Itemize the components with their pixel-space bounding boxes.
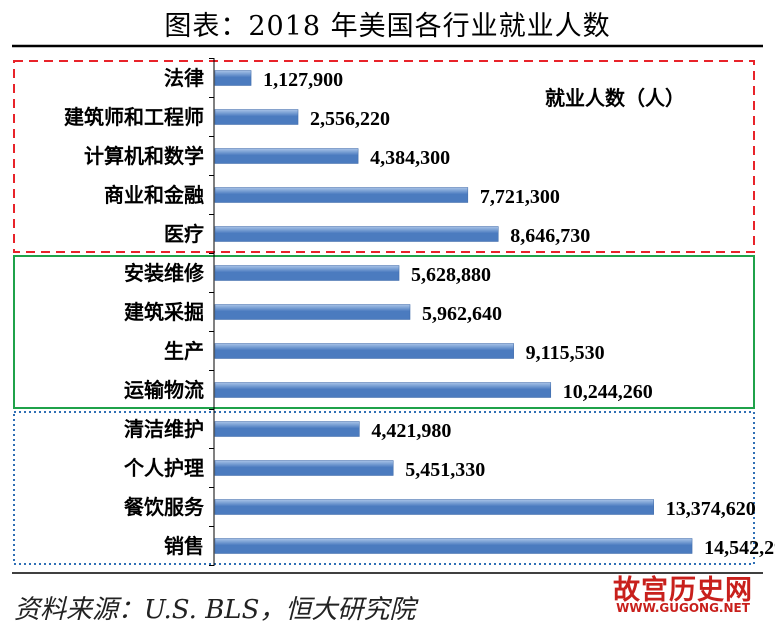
bar xyxy=(214,499,654,515)
bar xyxy=(214,304,411,320)
category-label: 运输物流 xyxy=(124,378,204,402)
data-label: 4,384,300 xyxy=(370,147,450,169)
category-label: 个人护理 xyxy=(123,456,204,480)
bar xyxy=(214,187,469,203)
category-label: 商业和金融 xyxy=(104,183,204,207)
data-label: 10,244,260 xyxy=(563,381,653,403)
bar xyxy=(214,70,252,86)
category-label: 法律 xyxy=(164,66,204,90)
bar xyxy=(214,265,400,281)
category-label: 计算机和数学 xyxy=(84,144,204,168)
group-box-2 xyxy=(13,255,755,409)
data-label: 14,542,290 xyxy=(704,537,775,559)
data-label: 5,962,640 xyxy=(422,303,502,325)
category-label: 建筑采掘 xyxy=(124,300,204,324)
bar xyxy=(214,538,693,554)
category-label: 餐饮服务 xyxy=(124,495,205,519)
bar xyxy=(214,226,499,242)
data-label: 13,374,620 xyxy=(666,498,756,520)
source-note: 资料来源：U.S. BLS，恒大研究院 xyxy=(14,595,416,625)
category-label: 建筑师和工程师 xyxy=(64,105,204,129)
bar xyxy=(214,343,514,359)
bar xyxy=(214,421,360,437)
chart-title: 图表：2018 年美国各行业就业人数 xyxy=(164,11,611,42)
category-label: 销售 xyxy=(164,534,204,558)
bar xyxy=(214,382,552,398)
watermark-text: 故宫历史网 xyxy=(613,575,753,606)
data-label: 5,628,880 xyxy=(411,264,491,286)
bar xyxy=(214,460,394,476)
category-label: 清洁维护 xyxy=(124,417,204,441)
data-label: 7,721,300 xyxy=(480,186,560,208)
data-label: 1,127,900 xyxy=(263,69,343,91)
bar xyxy=(214,109,299,125)
data-label: 8,646,730 xyxy=(510,225,590,247)
data-label: 5,451,330 xyxy=(405,459,485,481)
watermark-url: WWW.GUGONG.NET xyxy=(616,601,750,615)
data-label: 2,556,220 xyxy=(310,108,390,130)
category-label: 生产 xyxy=(164,339,204,363)
data-label: 4,421,980 xyxy=(371,420,451,442)
watermark-logo: 故宫历史网 WWW.GUGONG.NET xyxy=(598,568,768,620)
bar xyxy=(214,148,359,164)
data-label: 9,115,530 xyxy=(526,342,605,364)
category-label: 安装维修 xyxy=(124,261,205,285)
group-box-3 xyxy=(13,411,755,565)
category-label: 医疗 xyxy=(164,222,204,246)
legend-label: 就业人数（人） xyxy=(545,86,685,110)
